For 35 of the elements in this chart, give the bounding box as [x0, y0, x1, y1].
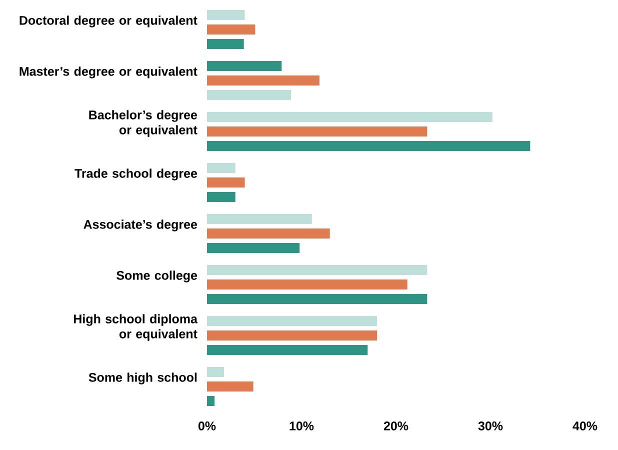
- x-tick-label: 10%: [290, 422, 314, 430]
- y-tick-label: Trade school degree: [74, 168, 198, 180]
- y-tick-label: Bachelor’s degree or equivalent: [89, 110, 198, 137]
- bar: [206, 192, 236, 202]
- bar: [206, 163, 236, 174]
- bar: [206, 76, 320, 86]
- y-tick-label: High school diploma or equivalent: [74, 314, 198, 341]
- x-tick-label: 0%: [198, 422, 216, 430]
- bar: [206, 294, 428, 304]
- bar: [206, 345, 368, 356]
- y-tick-label: Some college: [116, 270, 198, 282]
- bar: [206, 112, 492, 122]
- bar: [206, 10, 245, 20]
- bar: [206, 214, 312, 224]
- bar: [206, 382, 254, 392]
- y-tick-label: Master’s degree or equivalent: [20, 66, 198, 78]
- bar: [206, 141, 530, 152]
- bar: [206, 330, 378, 341]
- bar: [206, 280, 408, 290]
- bar: [206, 265, 428, 276]
- bar: [206, 24, 256, 35]
- bar: [206, 126, 428, 137]
- x-tick-label: 40%: [572, 422, 598, 430]
- y-tick-label: Doctoral degree or equivalent: [20, 16, 198, 28]
- y-tick-label: Associate’s degree: [84, 220, 198, 232]
- bar: [206, 39, 244, 50]
- bar: [206, 367, 224, 378]
- bar: [206, 243, 300, 254]
- bar: [206, 316, 378, 326]
- y-tick-label: Some high school: [88, 372, 197, 384]
- bar: [206, 178, 245, 188]
- x-tick-label: 30%: [478, 422, 503, 430]
- bar: [206, 396, 215, 406]
- x-tick-label: 20%: [384, 422, 408, 430]
- bar: [206, 228, 330, 239]
